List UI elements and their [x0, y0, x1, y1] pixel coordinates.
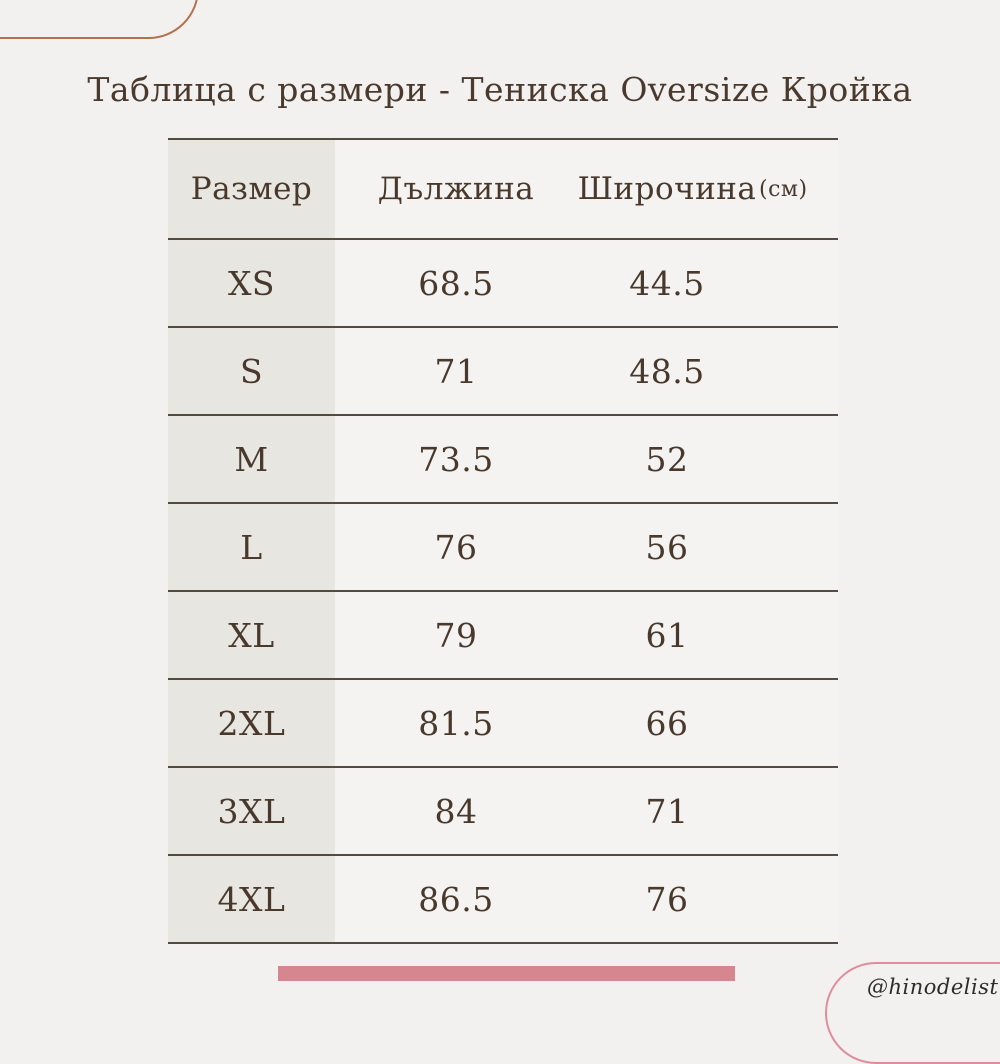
size-chart-table: Размер Дължина Широчина (см) XS 68.5 44.… — [168, 138, 838, 944]
length-cell: 81.5 — [335, 679, 577, 767]
table-row: 4XL 86.5 76 — [168, 855, 838, 943]
length-cell: 73.5 — [335, 415, 577, 503]
table-row: 2XL 81.5 66 — [168, 679, 838, 767]
length-cell: 71 — [335, 327, 577, 415]
top-left-corner-line — [0, 0, 199, 39]
size-cell: XL — [168, 591, 335, 679]
underline-bar — [278, 966, 735, 981]
width-cell: 52 — [577, 415, 757, 503]
width-cell: 61 — [577, 591, 757, 679]
size-cell: M — [168, 415, 335, 503]
table-row: XS 68.5 44.5 — [168, 239, 838, 327]
width-cell: 76 — [577, 855, 757, 943]
size-cell: 3XL — [168, 767, 335, 855]
table-row: L 76 56 — [168, 503, 838, 591]
table-row: 3XL 84 71 — [168, 767, 838, 855]
header-width: Широчина — [577, 139, 757, 239]
length-cell: 84 — [335, 767, 577, 855]
header-unit: (см) — [757, 139, 838, 239]
width-cell: 56 — [577, 503, 757, 591]
size-cell: L — [168, 503, 335, 591]
table-header-row: Размер Дължина Широчина (см) — [168, 139, 838, 239]
length-cell: 79 — [335, 591, 577, 679]
width-cell: 66 — [577, 679, 757, 767]
header-length: Дължина — [335, 139, 577, 239]
header-size: Размер — [168, 139, 335, 239]
length-cell: 76 — [335, 503, 577, 591]
table-row: XL 79 61 — [168, 591, 838, 679]
size-cell: 2XL — [168, 679, 335, 767]
size-cell: 4XL — [168, 855, 335, 943]
width-cell: 44.5 — [577, 239, 757, 327]
width-cell: 48.5 — [577, 327, 757, 415]
size-cell: S — [168, 327, 335, 415]
table-row: M 73.5 52 — [168, 415, 838, 503]
watermark-corner-line: @hinodelist — [825, 962, 1000, 1064]
size-cell: XS — [168, 239, 335, 327]
length-cell: 68.5 — [335, 239, 577, 327]
length-cell: 86.5 — [335, 855, 577, 943]
watermark-handle: @hinodelist — [867, 975, 999, 999]
table-row: S 71 48.5 — [168, 327, 838, 415]
page-title: Таблица с размери - Тениска Oversize Кро… — [87, 70, 913, 109]
width-cell: 71 — [577, 767, 757, 855]
